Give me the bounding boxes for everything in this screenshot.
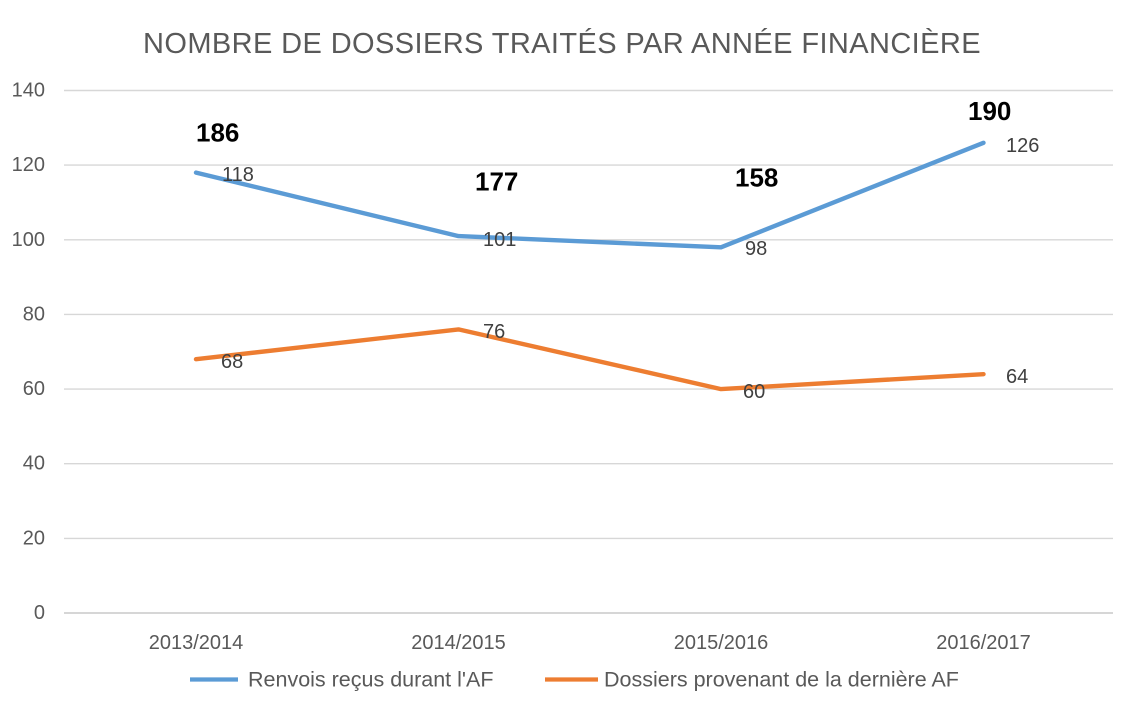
svg-text:64: 64 — [1006, 366, 1028, 388]
svg-text:20: 20 — [23, 527, 45, 549]
svg-text:98: 98 — [745, 238, 767, 260]
svg-text:101: 101 — [483, 229, 516, 251]
svg-text:Renvois reçus durant l'AF: Renvois reçus durant l'AF — [248, 668, 494, 692]
svg-text:40: 40 — [23, 453, 45, 475]
svg-text:190: 190 — [968, 96, 1011, 126]
svg-text:60: 60 — [743, 381, 765, 403]
svg-text:76: 76 — [483, 321, 505, 343]
svg-text:2014/2015: 2014/2015 — [411, 632, 506, 654]
svg-text:140: 140 — [12, 80, 45, 102]
svg-text:2016/2017: 2016/2017 — [936, 632, 1031, 654]
svg-text:Dossiers provenant de la derni: Dossiers provenant de la dernière AF — [604, 668, 959, 692]
svg-text:80: 80 — [23, 303, 45, 325]
svg-text:60: 60 — [23, 378, 45, 400]
svg-text:NOMBRE DE DOSSIERS TRAITÉS PAR: NOMBRE DE DOSSIERS TRAITÉS PAR ANNÉE FIN… — [143, 27, 981, 60]
svg-text:186: 186 — [196, 118, 239, 148]
svg-text:126: 126 — [1006, 135, 1039, 157]
svg-text:2013/2014: 2013/2014 — [149, 632, 244, 654]
svg-text:158: 158 — [735, 163, 778, 193]
svg-text:2015/2016: 2015/2016 — [674, 632, 769, 654]
svg-text:120: 120 — [12, 154, 45, 176]
svg-text:177: 177 — [475, 167, 518, 197]
svg-text:0: 0 — [34, 602, 45, 624]
svg-text:68: 68 — [221, 351, 243, 373]
svg-text:118: 118 — [222, 164, 254, 186]
svg-text:100: 100 — [12, 229, 45, 251]
